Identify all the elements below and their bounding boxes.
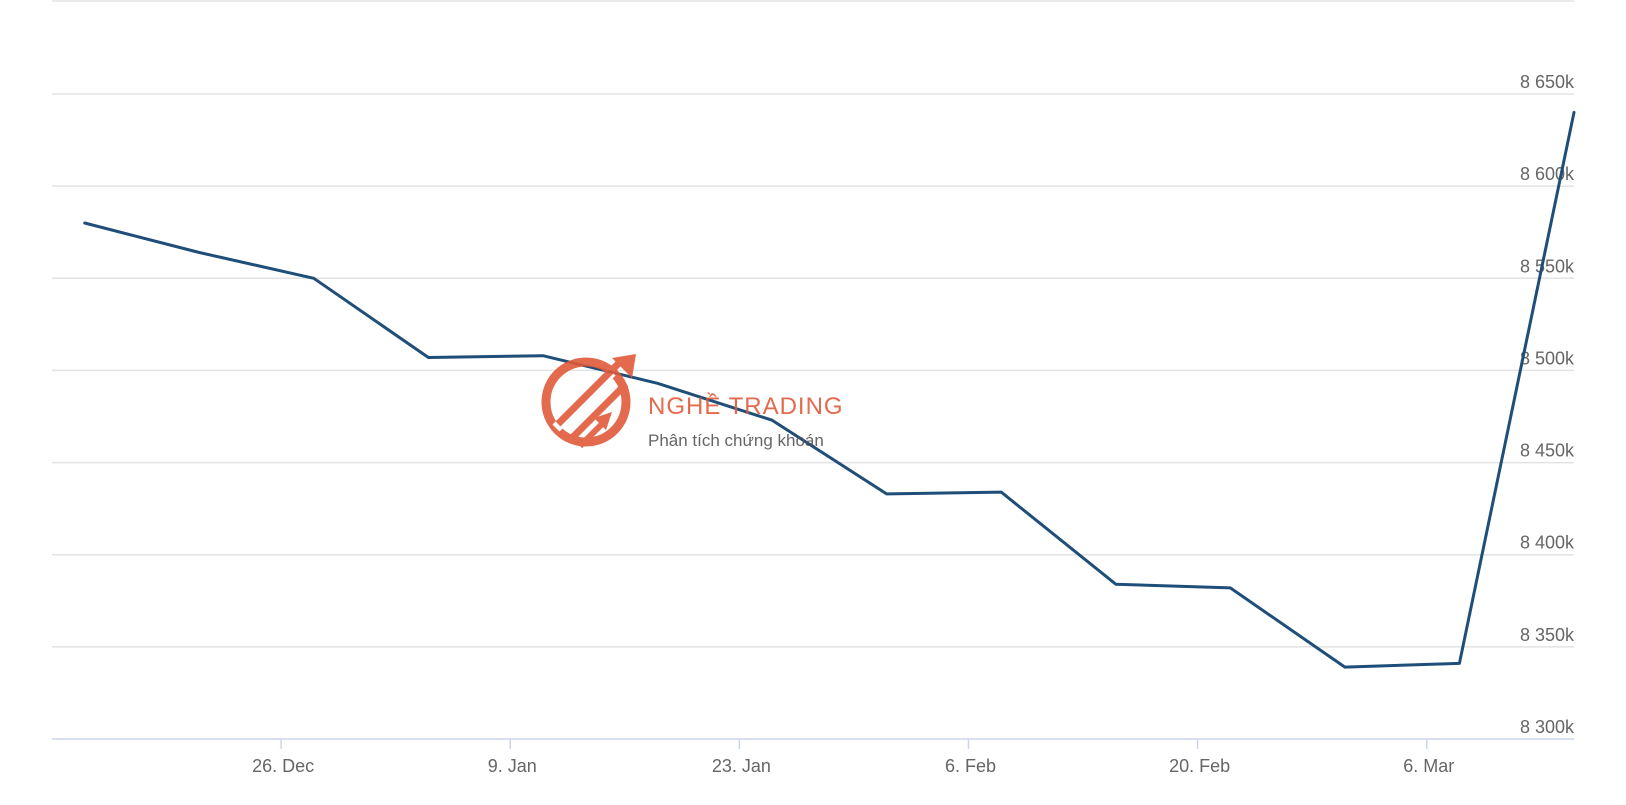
series-group [83,110,1576,669]
y-tick-label: 8 350k [1520,625,1575,645]
grid-lines [52,0,1574,648]
x-tick-label: 26. Dec [252,756,314,776]
watermark: NGHỀ TRADING Phân tích chứng khoán [541,354,844,450]
y-tick-label: 8 600k [1520,164,1575,184]
series-line-0 [83,110,1576,669]
y-tick-label: 8 400k [1520,533,1575,553]
y-tick-label: 8 300k [1520,717,1575,737]
y-tick-label: 8 450k [1520,441,1575,461]
x-axis: 26. Dec 9. Jan 23. Jan 6. Feb 20. Feb 6. Mar [52,738,1574,776]
y-axis: 8 300k 8 350k 8 400k 8 450k 8 500k 8 550k 8 60… [1520,72,1575,737]
watermark-logo [541,354,636,449]
y-tick-label: 8 500k [1520,348,1575,368]
y-tick-label: 8 550k [1520,256,1575,276]
y-tick-label: 8 650k [1520,72,1575,92]
watermark-subtitle: Phân tích chứng khoán [648,431,824,450]
x-tick-label: 6. Feb [945,756,996,776]
x-tick-label: 23. Jan [712,756,771,776]
x-tick-label: 20. Feb [1169,756,1230,776]
x-tick-label: 6. Mar [1403,756,1454,776]
watermark-title: NGHỀ TRADING [648,392,844,420]
x-tick-label: 9. Jan [488,756,537,776]
